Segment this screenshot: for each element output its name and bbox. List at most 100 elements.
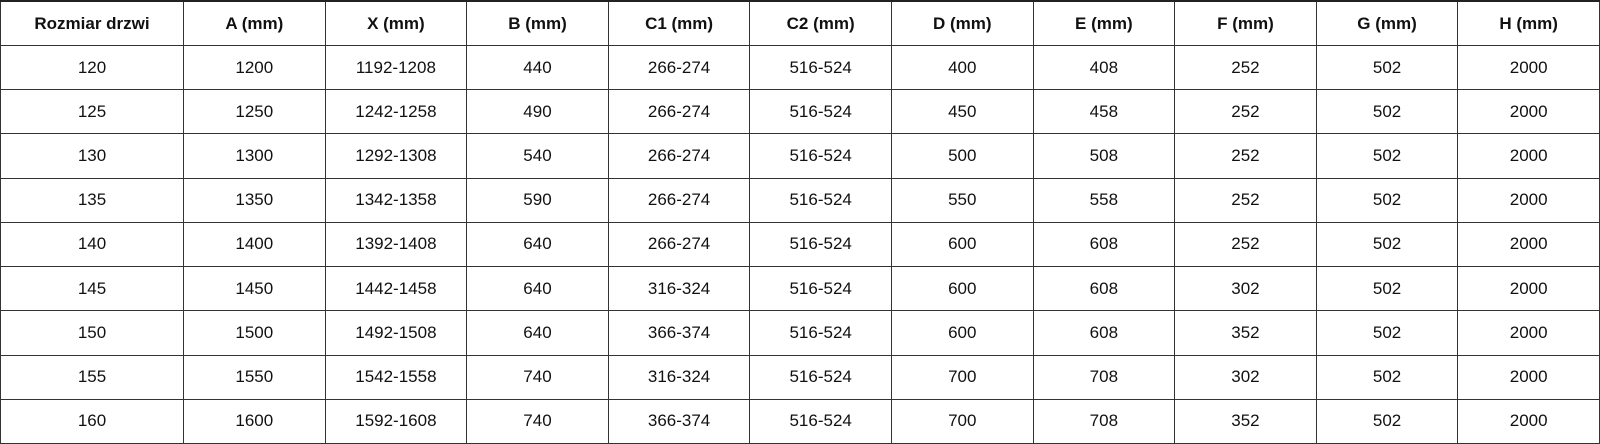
- table-cell: 516-524: [749, 177, 892, 223]
- column-header: B (mm): [466, 0, 609, 46]
- table-cell: 450: [890, 89, 1034, 135]
- table-cell: 700: [890, 354, 1034, 400]
- table-cell: 252: [1174, 221, 1317, 268]
- table-cell: 1400: [183, 221, 326, 268]
- table-cell: 150: [0, 310, 184, 356]
- header-row: Rozmiar drzwi A (mm) X (mm) B (mm) C1 (mm) C2…: [0, 0, 1600, 46]
- table-cell: 502: [1315, 310, 1459, 356]
- table-row: 135 1350 1342-1358 590 266-274 516-524 550 558 2…: [0, 177, 1600, 223]
- table-row: 120 1200 1192-1208 440 266-274 516-524 400 408 2…: [0, 44, 1600, 91]
- table-cell: 252: [1174, 177, 1317, 223]
- table-cell: 1350: [183, 177, 326, 223]
- table-cell: 252: [1174, 44, 1317, 91]
- table-cell: 502: [1315, 266, 1459, 312]
- table-cell: 302: [1174, 266, 1317, 312]
- table-cell: 252: [1174, 89, 1317, 135]
- table-cell: 550: [890, 177, 1034, 223]
- column-header: F (mm): [1174, 0, 1317, 46]
- table-cell: 502: [1315, 133, 1459, 179]
- table-cell: 1200: [183, 44, 326, 91]
- table-cell: 502: [1315, 398, 1459, 444]
- table-cell: 502: [1315, 354, 1459, 400]
- column-header: A (mm): [183, 0, 326, 46]
- table-cell: 1242-1258: [324, 89, 468, 135]
- table-cell: 2000: [1457, 89, 1600, 135]
- table-cell: 2000: [1457, 133, 1600, 179]
- column-header: C1 (mm): [607, 0, 751, 46]
- table-cell: 2000: [1457, 266, 1600, 312]
- column-header: D (mm): [890, 0, 1034, 46]
- table-cell: 1450: [183, 266, 326, 312]
- table-cell: 266-274: [607, 89, 751, 135]
- table-cell: 366-374: [607, 310, 751, 356]
- table-cell: 740: [466, 398, 609, 444]
- table-cell: 516-524: [749, 266, 892, 312]
- table-cell: 708: [1032, 398, 1176, 444]
- table-cell: 500: [890, 133, 1034, 179]
- table-cell: 1600: [183, 398, 326, 444]
- table-cell: 516-524: [749, 89, 892, 135]
- table-cell: 516-524: [749, 398, 892, 444]
- table-cell: 516-524: [749, 133, 892, 179]
- column-header: Rozmiar drzwi: [0, 0, 184, 46]
- table-cell: 558: [1032, 177, 1176, 223]
- table-cell: 740: [466, 354, 609, 400]
- table-cell: 2000: [1457, 310, 1600, 356]
- table-cell: 130: [0, 133, 184, 179]
- column-header: X (mm): [324, 0, 468, 46]
- table-cell: 120: [0, 44, 184, 91]
- table-row: 125 1250 1242-1258 490 266-274 516-524 450 458 2…: [0, 89, 1600, 135]
- table-cell: 502: [1315, 221, 1459, 268]
- table-cell: 1192-1208: [324, 44, 468, 91]
- table-cell: 600: [890, 266, 1034, 312]
- table-cell: 640: [466, 221, 609, 268]
- table-cell: 352: [1174, 398, 1317, 444]
- table-cell: 1542-1558: [324, 354, 468, 400]
- table-cell: 540: [466, 133, 609, 179]
- table-cell: 1250: [183, 89, 326, 135]
- table-cell: 1442-1458: [324, 266, 468, 312]
- table-cell: 608: [1032, 221, 1176, 268]
- table-cell: 608: [1032, 310, 1176, 356]
- table-cell: 140: [0, 221, 184, 268]
- table-cell: 1300: [183, 133, 326, 179]
- table-cell: 440: [466, 44, 609, 91]
- table-cell: 352: [1174, 310, 1317, 356]
- table-cell: 516-524: [749, 310, 892, 356]
- table-cell: 2000: [1457, 177, 1600, 223]
- table-cell: 266-274: [607, 221, 751, 268]
- column-header: G (mm): [1315, 0, 1459, 46]
- table-cell: 2000: [1457, 44, 1600, 91]
- table-cell: 125: [0, 89, 184, 135]
- table-row: 130 1300 1292-1308 540 266-274 516-524 500 508 2…: [0, 133, 1600, 179]
- table-cell: 490: [466, 89, 609, 135]
- table-cell: 1500: [183, 310, 326, 356]
- table-cell: 1392-1408: [324, 221, 468, 268]
- table-cell: 516-524: [749, 354, 892, 400]
- column-header: E (mm): [1032, 0, 1176, 46]
- table-cell: 600: [890, 221, 1034, 268]
- table-cell: 458: [1032, 89, 1176, 135]
- table-cell: 316-324: [607, 266, 751, 312]
- table-cell: 408: [1032, 44, 1176, 91]
- table-row: 145 1450 1442-1458 640 316-324 516-524 600 608 3…: [0, 266, 1600, 312]
- column-header: C2 (mm): [749, 0, 892, 46]
- table-cell: 2000: [1457, 354, 1600, 400]
- table-cell: 700: [890, 398, 1034, 444]
- table-row: 150 1500 1492-1508 640 366-374 516-524 600 608 3…: [0, 310, 1600, 356]
- table-row: 155 1550 1542-1558 740 316-324 516-524 700 708 3…: [0, 354, 1600, 400]
- column-header: H (mm): [1457, 0, 1600, 46]
- table-row: 160 1600 1592-1608 740 366-374 516-524 700 708 3…: [0, 398, 1600, 444]
- table-cell: 608: [1032, 266, 1176, 312]
- table-cell: 2000: [1457, 398, 1600, 444]
- table-cell: 502: [1315, 89, 1459, 135]
- table-cell: 516-524: [749, 44, 892, 91]
- table-cell: 600: [890, 310, 1034, 356]
- table-row: 140 1400 1392-1408 640 266-274 516-524 600 608 2…: [0, 221, 1600, 268]
- table-cell: 252: [1174, 133, 1317, 179]
- table-cell: 266-274: [607, 44, 751, 91]
- table-cell: 708: [1032, 354, 1176, 400]
- table-cell: 400: [890, 44, 1034, 91]
- table-cell: 2000: [1457, 221, 1600, 268]
